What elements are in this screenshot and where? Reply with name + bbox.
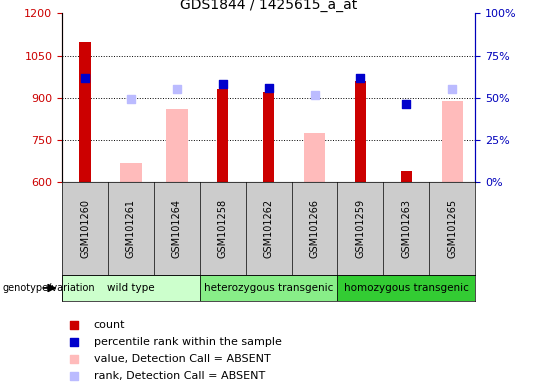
Title: GDS1844 / 1425615_a_at: GDS1844 / 1425615_a_at	[180, 0, 357, 12]
Text: percentile rank within the sample: percentile rank within the sample	[94, 337, 281, 347]
Text: GSM101262: GSM101262	[264, 199, 274, 258]
Bar	[401, 171, 412, 182]
Bar	[355, 81, 366, 182]
Text: GSM101265: GSM101265	[447, 199, 457, 258]
Text: homozygous transgenic: homozygous transgenic	[344, 283, 469, 293]
Bar	[442, 101, 463, 182]
Text: wild type: wild type	[107, 283, 155, 293]
Point	[310, 92, 319, 98]
Bar	[120, 163, 141, 182]
Point	[218, 81, 227, 87]
Text: GSM101266: GSM101266	[309, 199, 320, 258]
Text: GSM101260: GSM101260	[80, 199, 90, 258]
Point	[81, 75, 90, 81]
Point	[70, 356, 79, 362]
Text: GSM101264: GSM101264	[172, 199, 182, 258]
Point	[356, 75, 365, 81]
Text: count: count	[94, 320, 125, 330]
Bar	[217, 89, 228, 182]
Point	[70, 372, 79, 379]
Text: genotype/variation: genotype/variation	[3, 283, 96, 293]
Text: GSM101261: GSM101261	[126, 199, 136, 258]
Point	[70, 339, 79, 345]
Text: value, Detection Call = ABSENT: value, Detection Call = ABSENT	[94, 354, 271, 364]
Bar	[338, 275, 475, 301]
Point	[448, 86, 456, 93]
Text: GSM101263: GSM101263	[401, 199, 411, 258]
Text: GSM101259: GSM101259	[355, 199, 366, 258]
Point	[126, 96, 135, 103]
Bar	[200, 275, 338, 301]
Point	[172, 86, 181, 93]
Point	[265, 85, 273, 91]
Bar	[62, 275, 200, 301]
Point	[70, 322, 79, 328]
Bar	[263, 92, 274, 182]
Bar	[304, 133, 325, 182]
Bar	[166, 109, 187, 182]
Text: GSM101258: GSM101258	[218, 199, 228, 258]
Point	[402, 101, 410, 107]
Bar	[79, 41, 91, 182]
Text: heterozygous transgenic: heterozygous transgenic	[204, 283, 333, 293]
Text: rank, Detection Call = ABSENT: rank, Detection Call = ABSENT	[94, 371, 265, 381]
